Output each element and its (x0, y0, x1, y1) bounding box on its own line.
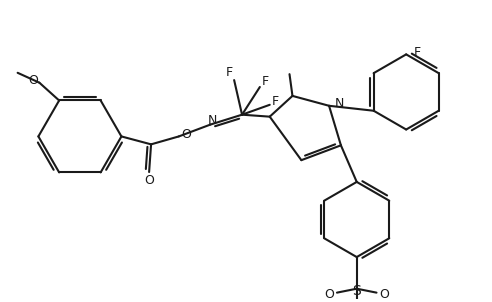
Text: O: O (144, 175, 154, 188)
Text: O: O (181, 128, 190, 141)
Text: O: O (379, 288, 389, 301)
Text: O: O (29, 74, 38, 87)
Text: F: F (272, 95, 279, 108)
Text: F: F (226, 66, 233, 79)
Text: F: F (414, 46, 421, 59)
Text: O: O (324, 288, 334, 301)
Text: N: N (208, 114, 217, 127)
Text: N: N (335, 97, 344, 110)
Text: S: S (352, 284, 361, 298)
Text: F: F (262, 75, 269, 88)
